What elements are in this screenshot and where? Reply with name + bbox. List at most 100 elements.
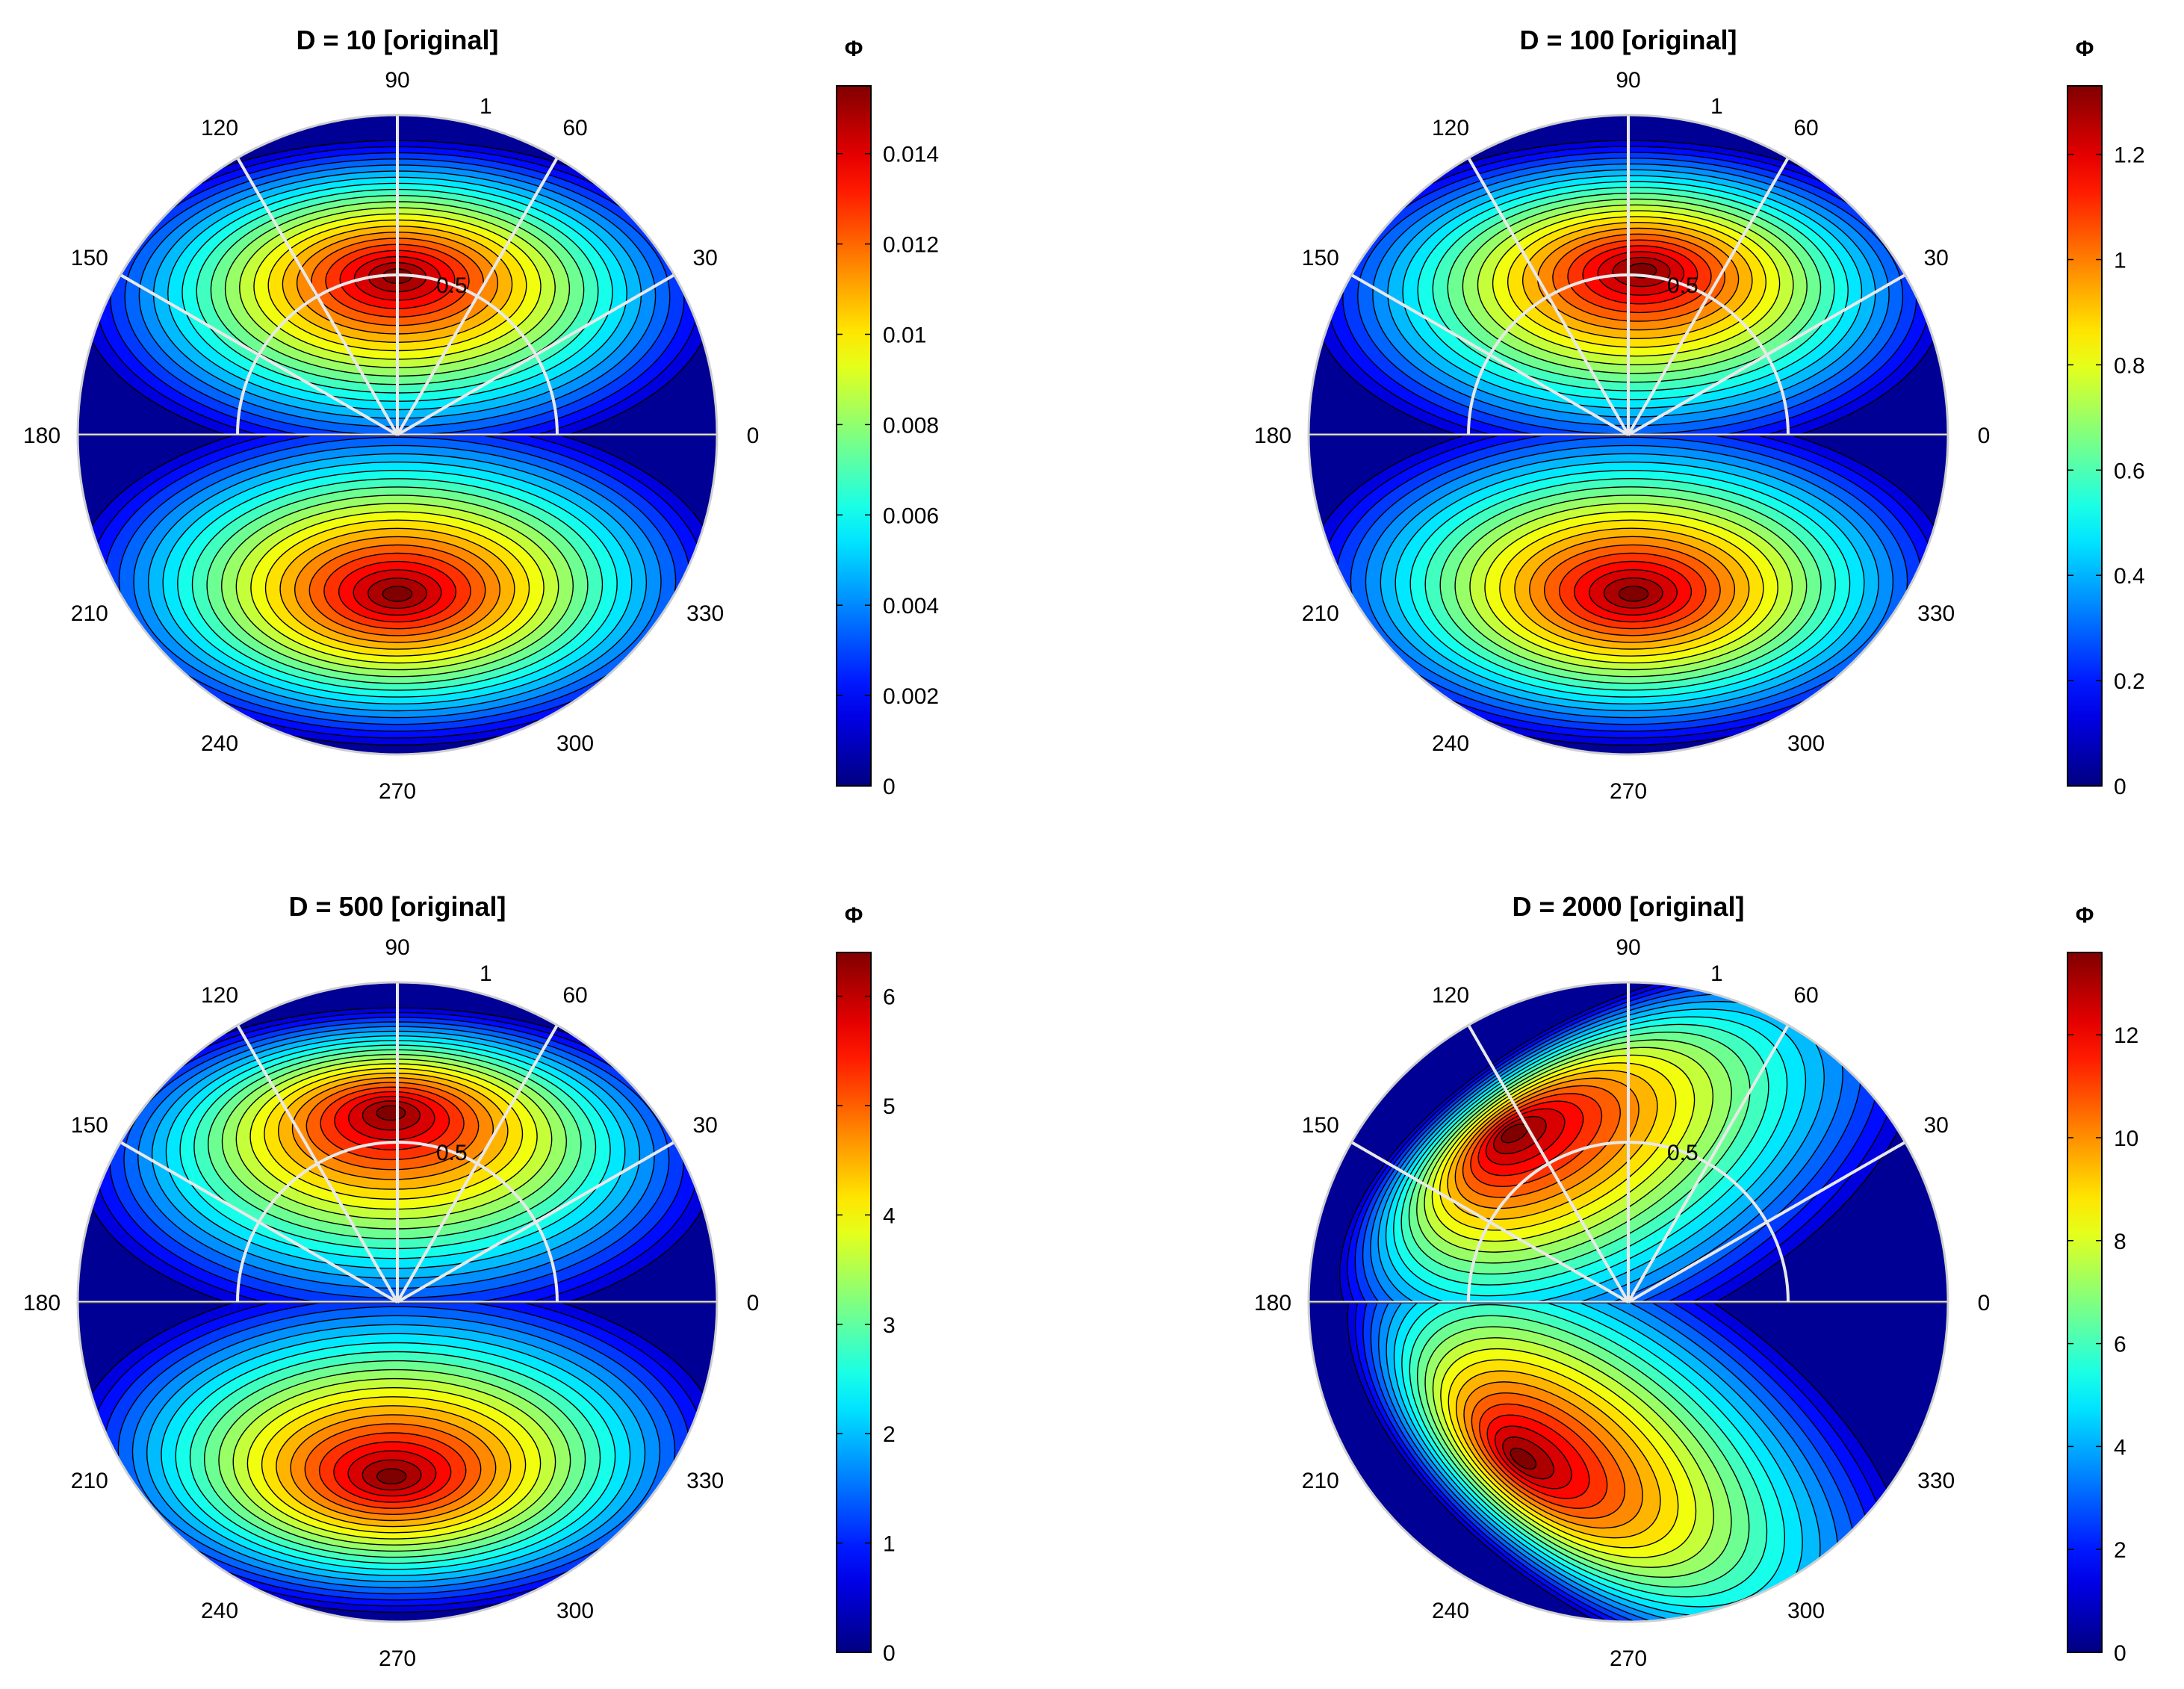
polar-boundary [76,981,719,1623]
colorbar-tick-label: 10 [2114,1126,2138,1151]
angle-tick-label: 150 [1302,1113,1339,1138]
angle-tick-label: 270 [1610,1646,1647,1671]
angle-tick-label: 90 [1616,68,1640,93]
angle-tick-label: 120 [201,983,238,1008]
colorbar-tick-label: 0.002 [883,684,939,709]
radial-ring [236,1141,559,1303]
angle-tick-label: 300 [1787,1599,1825,1623]
angle-tick-label: 210 [1302,601,1339,626]
radial-tick-label: 1 [480,961,492,986]
chart-title: D = 10 [original] [296,25,498,55]
colorbar-label: Φ [2076,37,2094,61]
colorbar-label: Φ [845,37,863,61]
contour-level [1510,1447,1537,1470]
angle-tick-label: 300 [556,731,594,756]
colorbar [836,85,872,787]
colorbar-tick-label: 0.4 [2114,564,2145,589]
radial-ring [1467,273,1790,436]
angle-tick-label: 60 [562,116,587,140]
chart-title: D = 500 [original] [288,891,506,922]
angle-tick-label: 270 [379,1646,416,1671]
radial-tick-label: 0.5 [436,273,468,298]
lobe-lower [78,1304,717,1613]
angle-tick-label: 180 [23,424,61,448]
colorbar-tick-label: 5 [883,1094,896,1119]
angle-tick-label: 240 [201,1599,238,1623]
lobe-lower [78,436,717,746]
angle-tick-label: 330 [686,1469,724,1493]
chart-title: D = 2000 [original] [1512,891,1744,922]
angle-tick-label: 60 [562,983,587,1008]
colorbar-label: Φ [845,903,863,928]
angle-tick-label: 60 [1793,116,1818,140]
angle-tick-label: 90 [385,68,409,93]
colorbar-tick-label: 0.004 [883,594,939,619]
radial-tick-label: 1 [480,94,492,119]
angle-tick-label: 0 [747,424,760,448]
colorbar-tick-label: 2 [883,1422,896,1447]
colorbar-tick-label: 0.008 [883,413,939,438]
colorbar-tick-label: 0.014 [883,143,939,167]
colorbar-tick-label: 4 [883,1203,896,1228]
angle-tick-label: 300 [556,1599,594,1623]
angle-tick-label: 240 [201,731,238,756]
angle-tick-label: 270 [379,779,416,804]
radial-tick-label: 1 [1710,94,1723,119]
radial-ring [236,273,559,436]
polar-boundary [1307,114,1949,756]
colorbar-tick-label: 0.01 [883,323,926,348]
radial-tick-label: 0.5 [1667,273,1699,298]
angle-tick-label: 0 [747,1291,760,1315]
angle-tick-label: 120 [201,116,238,140]
radial-tick-label: 0.5 [436,1141,468,1165]
angle-tick-label: 240 [1432,731,1469,756]
angle-tick-label: 240 [1432,1599,1469,1623]
angle-tick-label: 120 [1432,116,1469,140]
angle-tick-label: 180 [23,1291,61,1315]
angle-tick-label: 210 [71,1469,108,1493]
radial-ring [1467,1141,1790,1303]
colorbar-tick-label: 4 [2114,1435,2126,1460]
contour-level [382,586,413,602]
lobe-lower [1347,1304,1910,1622]
colorbar-tick-label: 0 [883,775,896,799]
colorbar-tick-label: 0.6 [2114,459,2145,483]
colorbar-tick-label: 0 [2114,1641,2126,1666]
angle-tick-label: 0 [1978,1291,1991,1315]
contour-area [78,1007,717,1613]
angle-tick-label: 150 [71,246,108,270]
colorbar-tick-label: 0.006 [883,503,939,528]
angle-tick-label: 30 [693,246,718,270]
angle-tick-label: 330 [686,601,724,626]
colorbar-tick-label: 0.012 [883,233,939,258]
subplot-1: 1 0.5 0 30 60 90 120 150 180 210 240 270 300 330 D = 1… [23,25,939,804]
colorbar-tick-label: 0.8 [2114,353,2145,378]
angle-tick-label: 90 [385,935,409,960]
colorbar-tick-label: 12 [2114,1023,2138,1048]
angle-tick-label: 0 [1978,424,1991,448]
angle-tick-label: 90 [1616,935,1640,960]
colorbar-label: Φ [2076,903,2094,928]
colorbar-tick-label: 0 [883,1641,896,1666]
radial-tick-label: 0.5 [1667,1141,1699,1165]
contour-level [1618,586,1649,602]
colorbar-tick-label: 6 [2114,1333,2126,1357]
colorbar-tick-label: 0 [2114,775,2126,799]
angle-tick-label: 330 [1917,1469,1955,1493]
angle-tick-label: 300 [1787,731,1825,756]
angle-tick-label: 270 [1610,779,1647,804]
angle-tick-label: 180 [1254,424,1291,448]
angle-tick-label: 30 [1924,1113,1949,1138]
angle-tick-label: 150 [71,1113,108,1138]
angle-tick-label: 330 [1917,601,1955,626]
colorbar-tick-label: 1.2 [2114,143,2145,168]
subplot-2: 1 0.5 0 30 60 90 120 150 180 210 240 270 300 330 D = 1… [1254,25,2145,804]
angle-tick-label: 180 [1254,1291,1291,1315]
polar-boundary [1307,981,1949,1623]
colorbar [2067,85,2103,787]
colorbar-tick-label: 8 [2114,1230,2126,1254]
radial-tick-label: 1 [1710,961,1723,986]
